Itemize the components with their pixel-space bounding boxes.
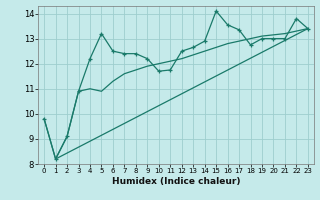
X-axis label: Humidex (Indice chaleur): Humidex (Indice chaleur) <box>112 177 240 186</box>
